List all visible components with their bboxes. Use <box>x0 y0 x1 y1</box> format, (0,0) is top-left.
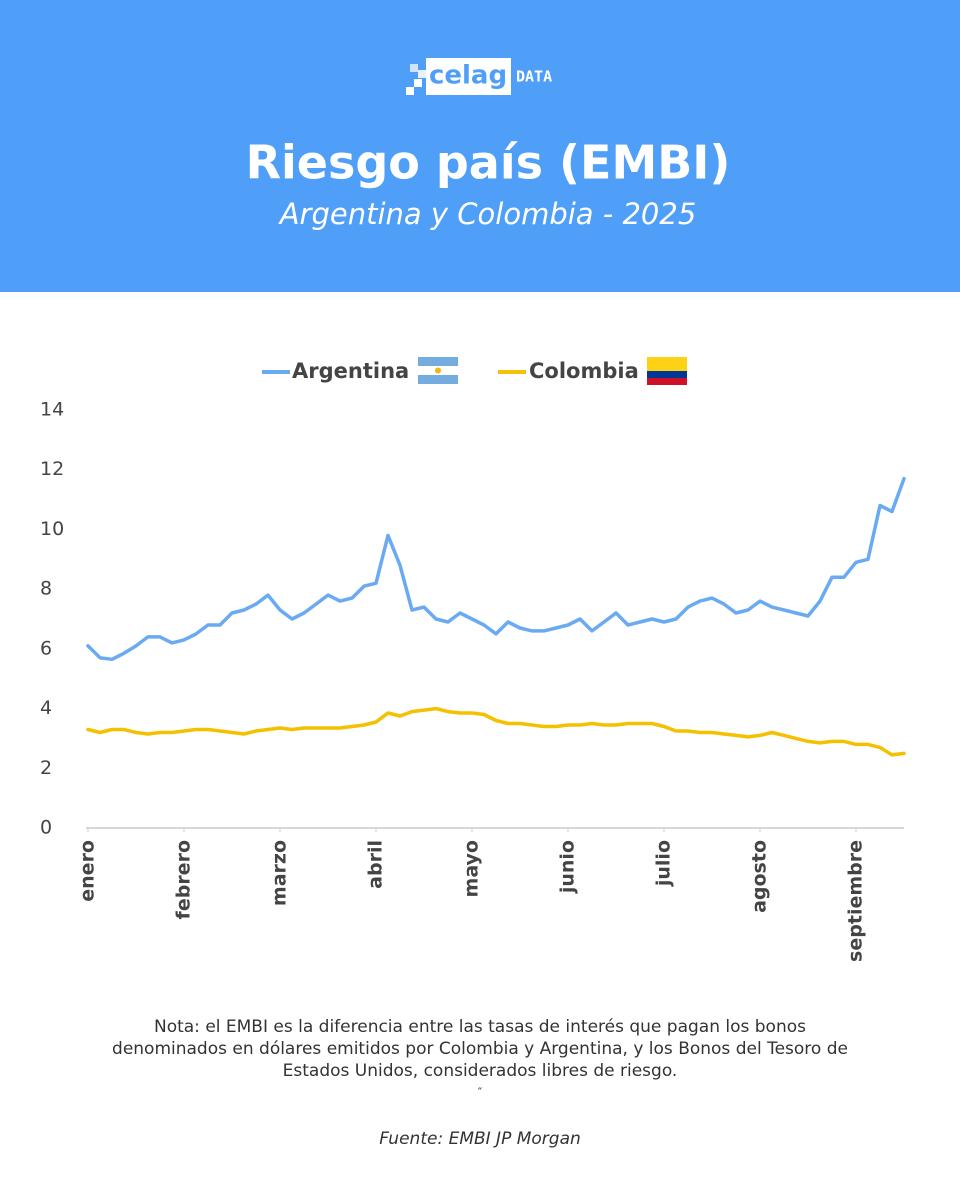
logo-pixel <box>410 64 418 72</box>
y-tick-label: 10 <box>40 518 64 540</box>
x-tick-label: mayo <box>461 840 483 897</box>
y-tick-label: 0 <box>40 817 52 839</box>
x-tick-label: enero <box>77 840 99 902</box>
note-line: Estados Unidos, considerados libres de r… <box>283 1061 678 1081</box>
logo-pixel <box>414 79 422 87</box>
y-tick-label: 8 <box>40 578 52 600</box>
series-line <box>86 476 906 662</box>
logo-tag: DATA <box>516 68 552 86</box>
note-mark: ″ <box>478 1086 483 1100</box>
y-tick-label: 6 <box>40 637 52 659</box>
flag-argentina <box>418 357 458 384</box>
x-tick-label: abril <box>365 840 387 889</box>
flag-colombia <box>647 357 687 385</box>
legend: Argentina Colombia <box>262 357 687 385</box>
x-tick-label: marzo <box>269 840 291 906</box>
x-tick-label: julio <box>653 840 675 887</box>
series-line <box>86 706 906 757</box>
chart-subtitle: Argentina y Colombia - 2025 <box>278 197 697 231</box>
source: Fuente: EMBI JP Morgan <box>379 1129 581 1149</box>
x-tick-label: junio <box>557 840 579 894</box>
logo-name: celag <box>429 61 507 91</box>
y-tick-label: 2 <box>40 757 52 779</box>
y-tick-label: 4 <box>40 697 52 719</box>
logo-pixel <box>418 70 426 78</box>
y-tick-label: 12 <box>40 458 64 480</box>
note-line: denominados en dólares emitidos por Colo… <box>112 1039 848 1059</box>
y-tick-label: 14 <box>40 399 64 421</box>
logo: celag DATA <box>406 58 552 95</box>
chart-title: Riesgo país (EMBI) <box>246 136 731 190</box>
legend-label: Argentina <box>292 359 409 383</box>
x-tick-label: febrero <box>173 840 195 919</box>
legend-label: Colombia <box>529 359 639 383</box>
logo-pixel <box>406 87 414 95</box>
x-tick-label: agosto <box>749 840 771 913</box>
note-line: Nota: el EMBI es la diferencia entre las… <box>154 1017 806 1037</box>
header-band <box>0 0 960 292</box>
logo-box <box>426 58 511 95</box>
x-tick-label: septiembre <box>845 840 867 962</box>
